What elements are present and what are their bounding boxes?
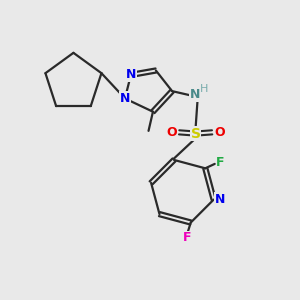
Text: S: S — [190, 127, 201, 141]
Text: O: O — [214, 126, 225, 139]
Text: F: F — [216, 156, 225, 169]
Text: N: N — [126, 68, 136, 81]
Text: N: N — [214, 193, 225, 206]
Text: O: O — [166, 126, 177, 139]
Text: F: F — [183, 231, 191, 244]
Text: N: N — [120, 92, 130, 105]
Text: N: N — [190, 88, 200, 101]
Text: H: H — [200, 84, 209, 94]
